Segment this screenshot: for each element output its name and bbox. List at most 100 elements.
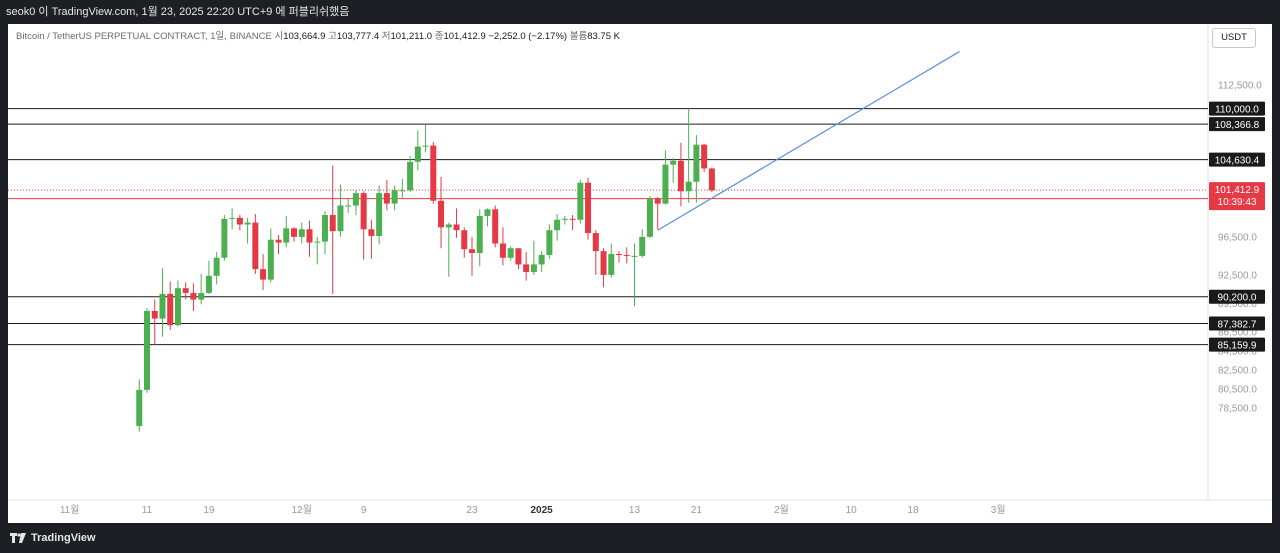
open-label: 시 [274,31,284,42]
candle-body [515,248,522,265]
candle-body [329,215,336,232]
candle-body [198,292,205,300]
x-tick-label: 2025 [531,505,554,516]
candle-body [314,241,321,243]
x-tick-label: 11월 [60,504,80,516]
currency-button[interactable]: USDT [1212,28,1256,48]
candle-body [182,288,189,293]
y-tick-label: 82,500.0 [1218,365,1257,376]
candle-body [453,224,460,231]
candle-body [507,248,514,258]
close-label: 종 [434,31,444,42]
level-price-label: 110,000.0 [1215,105,1259,116]
candle-body [376,193,383,236]
candle-body [151,310,158,319]
level-price-tag [1209,101,1265,116]
candle-body [708,168,715,191]
candle-body [693,144,700,182]
volume-value: 83.75 K [587,31,620,42]
symbol-name[interactable]: Bitcoin / TetherUS PERPETUAL CONTRACT, 1… [16,31,272,42]
candle-body [360,193,367,230]
y-tick-label: 112,500.0 [1218,80,1262,91]
x-tick-label: 23 [466,505,478,516]
candle-body [616,253,623,255]
x-tick-label: 21 [691,505,703,516]
trendline [657,51,960,231]
candle-body [430,145,437,201]
candle-body [244,222,251,225]
candle-body [577,182,584,220]
y-tick-label: 80,500.0 [1218,384,1257,395]
x-tick-label: 13 [629,505,641,516]
level-price-label: 87,382.7 [1218,320,1257,331]
candle-body [352,193,359,206]
x-tick-label: 19 [203,505,215,516]
candle-body [608,253,615,275]
volume-label: 볼륨 [569,31,588,42]
candle-body [345,205,352,207]
x-tick-label: 18 [907,505,919,516]
candle-body [291,228,298,237]
candle-body [167,293,174,326]
x-tick-label: 3월 [991,504,1006,516]
change-value: −2,252.0 (−2.17%) [488,31,568,42]
candle-body [205,275,212,293]
open-value: 103,664.9 [283,31,326,42]
candle-body [298,229,305,237]
candle-body [144,310,150,390]
y-tick-label: 96,500.0 [1218,232,1257,243]
candle-body [461,230,468,250]
candle-body [569,218,576,220]
high-value: 103,777.4 [336,31,380,42]
level-price-tag [1209,289,1265,304]
candle-body [368,229,375,236]
candle-body [229,217,236,219]
tradingview-logo[interactable]: TradingView [10,532,96,544]
y-tick-label: 84,500.0 [1218,346,1257,357]
level-price-label: 108,366.8 [1215,120,1260,131]
candle-body [499,243,506,258]
candle-body [445,224,452,228]
candle-body [523,264,530,273]
candle-body [267,239,274,280]
candle-body [685,181,692,192]
candle-body [670,160,677,165]
level-price-tag [1209,337,1265,352]
level-price-tag [1209,316,1265,331]
candle-body [561,218,568,220]
candle-body [260,269,267,280]
candle-body [190,292,197,300]
candle-body [236,217,243,225]
candle-body [159,293,166,319]
candle-body [468,249,475,254]
candle-body [538,254,545,265]
close-value: 101,412.9 [443,31,486,42]
candle-body [213,257,220,276]
candle-body [662,164,669,204]
x-tick-label: 9 [361,505,367,516]
candle-body [174,288,181,326]
level-price-tag [1209,152,1265,167]
candle-body [221,218,228,258]
level-price-label: 104,630.4 [1215,156,1260,167]
candle-body [337,205,344,232]
publish-caption-bar: seok0 이 TradingView.com, 1월 23, 2025 22:… [0,0,1280,24]
footer-bar: TradingView [0,523,1280,553]
level-price-label: 85,159.9 [1218,341,1257,352]
last-price-label: 101,412.9 [1215,185,1260,196]
candle-body [546,230,553,255]
candle-body [623,254,630,256]
tradingview-icon [10,533,26,543]
candle-body [438,200,445,228]
candle-body [646,198,653,237]
level-price-label: 90,200.0 [1218,293,1257,304]
candle-body [701,144,708,169]
level-price-tag [1209,117,1265,132]
candle-body [283,228,290,243]
candle-body [677,160,684,192]
candle-body [530,264,537,273]
publish-caption: seok0 이 TradingView.com, 1월 23, 2025 22:… [6,6,350,18]
y-tick-label: 86,500.0 [1218,327,1257,338]
y-tick-label: 92,500.0 [1218,270,1257,281]
